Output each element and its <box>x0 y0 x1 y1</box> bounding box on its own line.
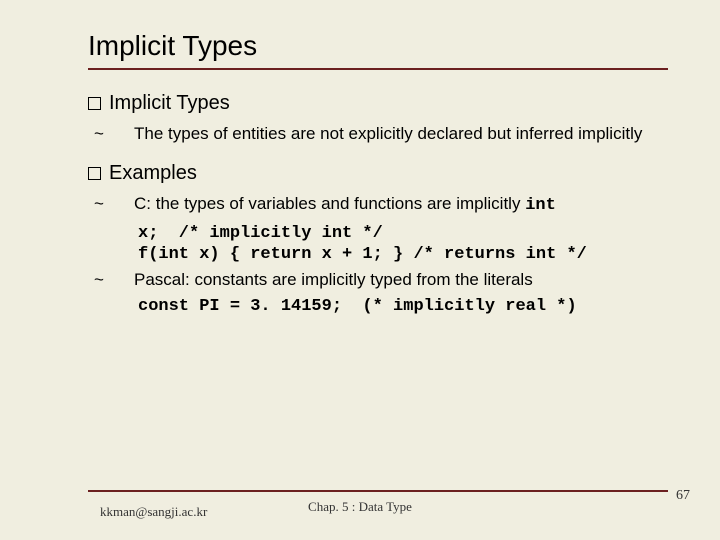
item-text: C: the types of variables and functions … <box>134 194 525 213</box>
list-item: ~The types of entities are not explicitl… <box>116 123 668 144</box>
section-2-heading-text: Examples <box>109 162 197 184</box>
slide-title: Implicit Types <box>88 30 668 70</box>
tilde-bullet-icon: ~ <box>116 269 134 290</box>
footer-page-number: 67 <box>676 488 690 504</box>
section-1-heading-text: Implicit Types <box>109 92 230 114</box>
box-bullet-icon <box>88 167 101 180</box>
item-text: Pascal: constants are implicitly typed f… <box>134 270 533 289</box>
code-line: const PI = 3. 14159; (* implicitly real … <box>138 296 668 317</box>
inline-code: int <box>525 196 556 215</box>
code-line: x; /* implicitly int */ <box>138 223 668 244</box>
section-1: Implicit Types ~The types of entities ar… <box>88 92 668 144</box>
list-item: ~Pascal: constants are implicitly typed … <box>116 269 668 290</box>
list-item: ~C: the types of variables and functions… <box>116 193 668 216</box>
tilde-bullet-icon: ~ <box>116 193 134 214</box>
footer-chapter: Chap. 5 : Data Type <box>0 499 720 515</box>
section-2-heading: Examples <box>88 162 668 185</box>
item-text: The types of entities are not explicitly… <box>134 124 642 143</box>
box-bullet-icon <box>88 97 101 110</box>
tilde-bullet-icon: ~ <box>116 123 134 144</box>
code-line: f(int x) { return x + 1; } /* returns in… <box>138 244 668 265</box>
footer-rule <box>88 490 668 492</box>
slide-content: Implicit Types Implicit Types ~The types… <box>88 30 668 336</box>
section-1-heading: Implicit Types <box>88 92 668 115</box>
section-2: Examples ~C: the types of variables and … <box>88 162 668 317</box>
